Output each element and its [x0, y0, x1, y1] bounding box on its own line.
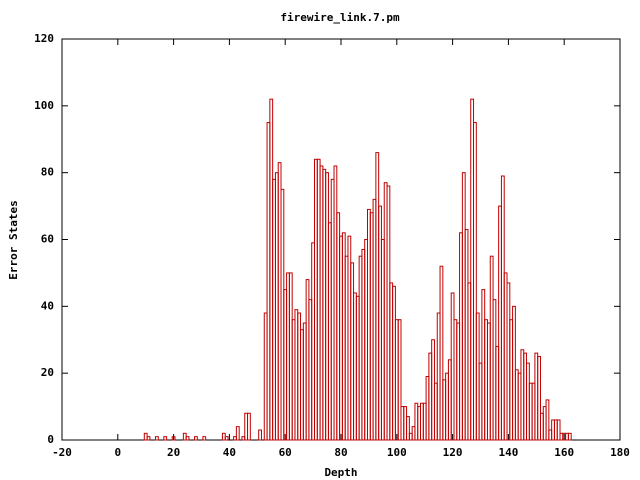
x-tick-label: 160 — [554, 446, 574, 459]
bar — [473, 122, 477, 441]
bar — [202, 436, 207, 441]
bar — [247, 412, 251, 441]
bar — [258, 429, 262, 441]
x-axis-label: Depth — [324, 466, 357, 479]
y-tick-label: 60 — [41, 233, 54, 246]
y-axis-label: Error States — [7, 200, 20, 279]
y-tick-label: 20 — [41, 366, 54, 379]
bar — [163, 436, 168, 441]
x-tick-label: 140 — [498, 446, 518, 459]
bar — [194, 436, 198, 441]
x-tick-label: 100 — [387, 446, 407, 459]
bar — [235, 426, 240, 441]
y-tick-label: 80 — [41, 166, 54, 179]
bar — [537, 355, 541, 441]
y-tick-label: 100 — [34, 99, 54, 112]
bar — [154, 436, 159, 441]
bar — [224, 436, 229, 441]
bar — [556, 419, 561, 441]
bar — [397, 319, 402, 441]
bar — [185, 436, 190, 441]
x-tick-label: 20 — [167, 446, 180, 459]
y-tick-label: 40 — [41, 299, 54, 312]
bar — [171, 436, 176, 441]
y-tick-label: 0 — [47, 433, 54, 446]
bar — [567, 432, 572, 441]
bar — [406, 416, 410, 441]
bar — [545, 399, 550, 441]
x-tick-label: 180 — [610, 446, 630, 459]
chart-title: firewire_link.7.pm — [280, 11, 400, 24]
x-tick-label: -20 — [52, 446, 72, 459]
y-tick-label: 120 — [34, 32, 54, 45]
x-tick-label: 80 — [334, 446, 347, 459]
bar — [439, 265, 444, 441]
x-tick-label: 40 — [223, 446, 236, 459]
x-tick-label: 120 — [443, 446, 463, 459]
x-tick-label: 60 — [279, 446, 292, 459]
x-tick-label: 0 — [114, 446, 121, 459]
bar — [146, 436, 151, 441]
